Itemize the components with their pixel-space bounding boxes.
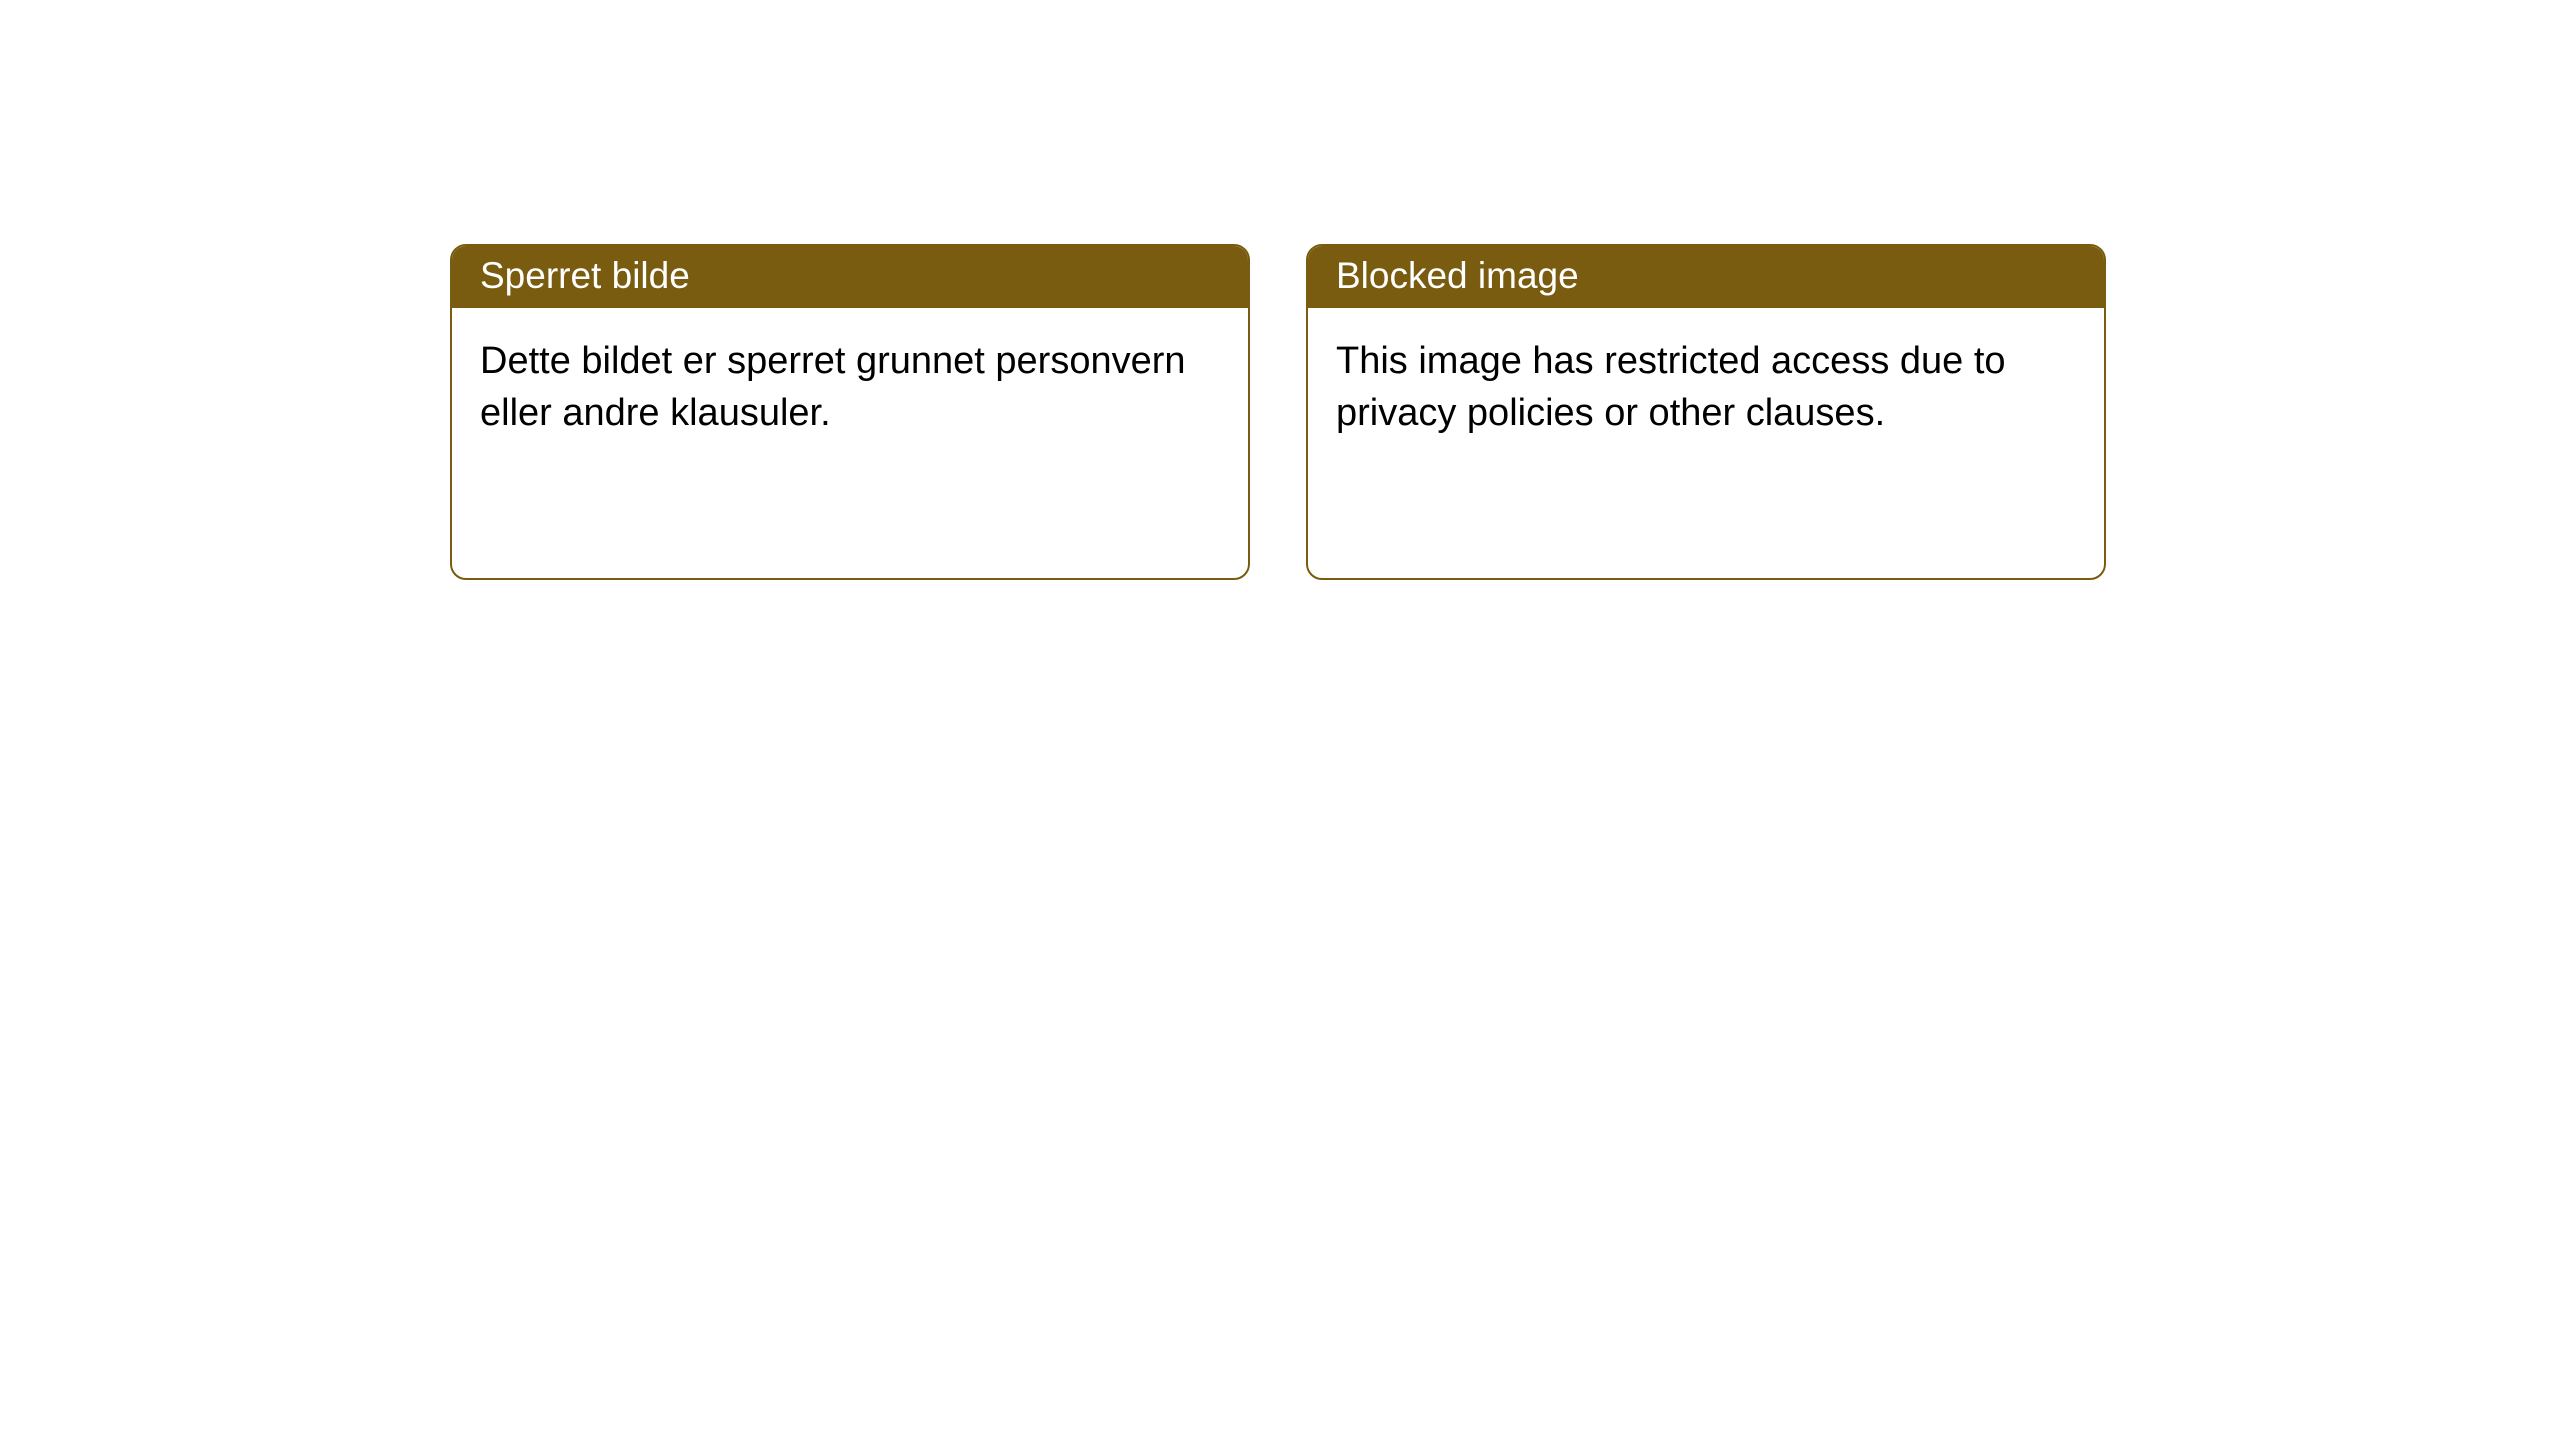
card-header: Blocked image xyxy=(1308,246,2104,308)
card-header: Sperret bilde xyxy=(452,246,1248,308)
card-title: Blocked image xyxy=(1336,255,1579,296)
card-message: This image has restricted access due to … xyxy=(1336,340,2006,433)
card-message: Dette bildet er sperret grunnet personve… xyxy=(480,340,1186,433)
blocked-card-norwegian: Sperret bilde Dette bildet er sperret gr… xyxy=(450,244,1250,580)
card-body: This image has restricted access due to … xyxy=(1308,308,2104,467)
card-body: Dette bildet er sperret grunnet personve… xyxy=(452,308,1248,467)
card-title: Sperret bilde xyxy=(480,255,690,296)
blocked-card-english: Blocked image This image has restricted … xyxy=(1306,244,2106,580)
blocked-image-notices: Sperret bilde Dette bildet er sperret gr… xyxy=(450,244,2106,580)
